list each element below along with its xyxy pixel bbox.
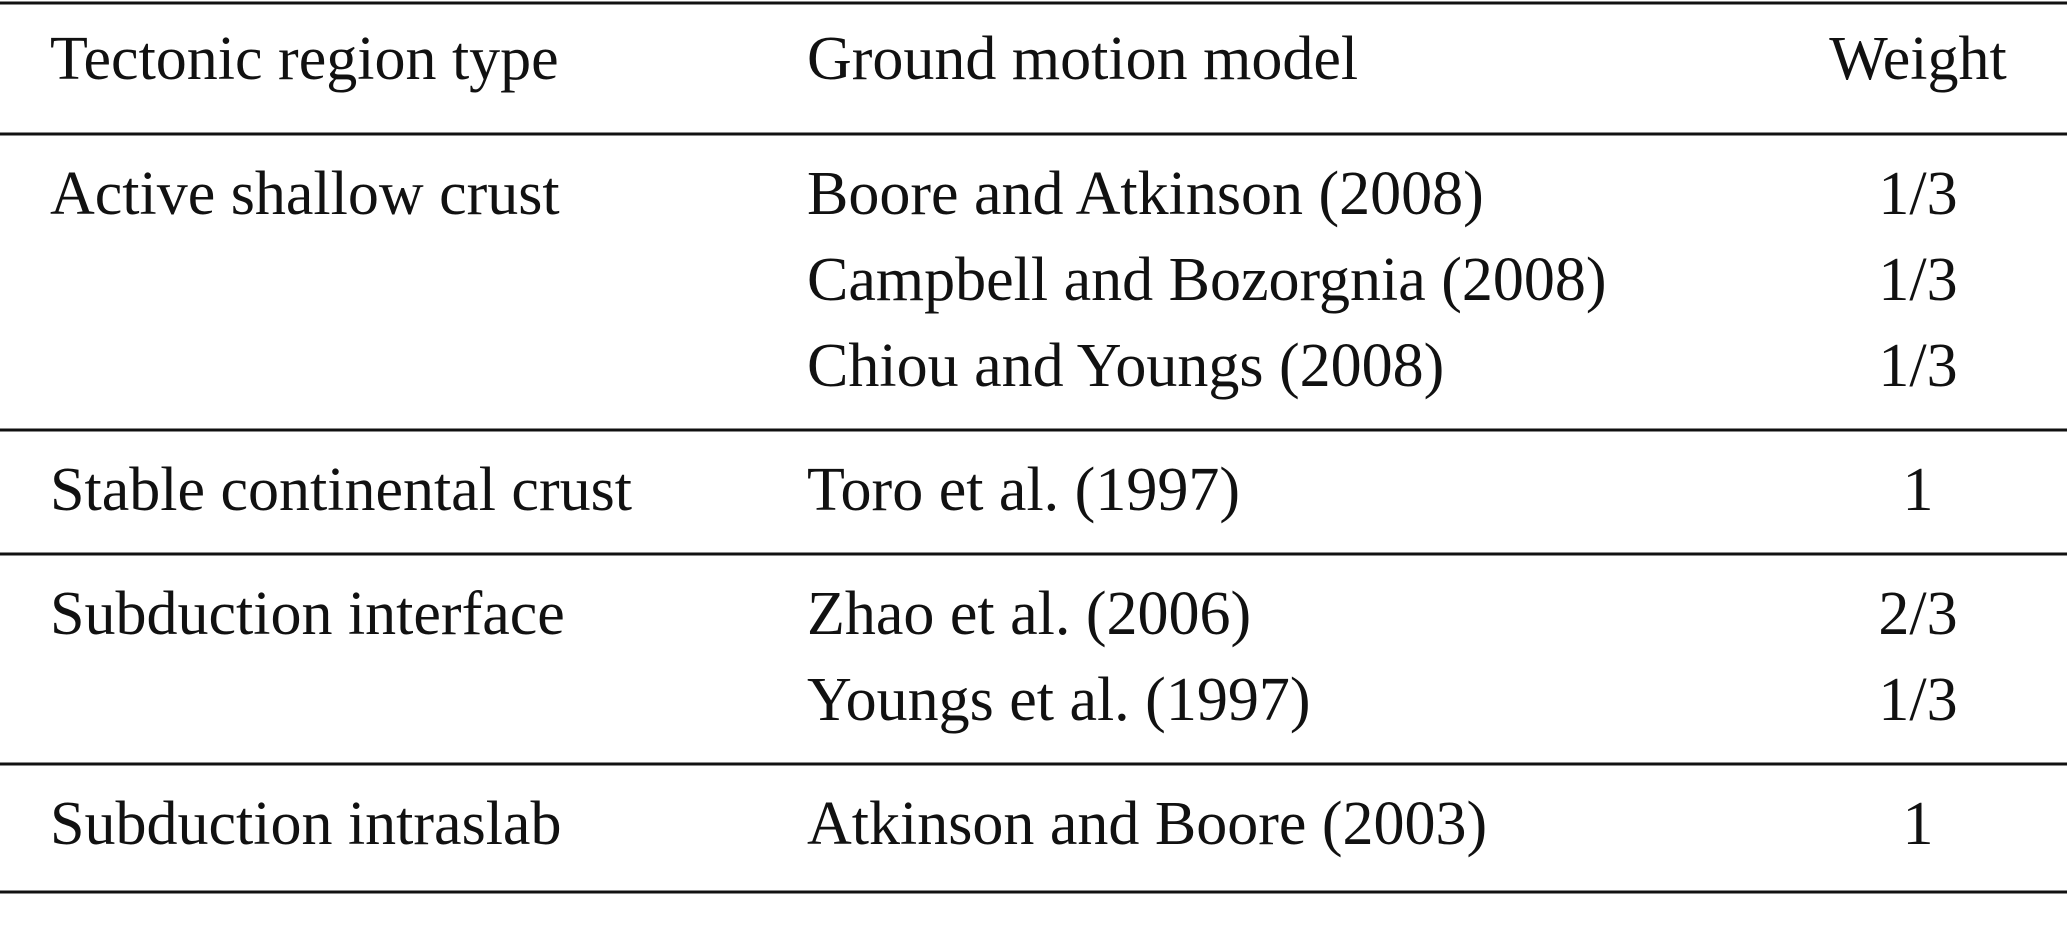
- header-cell: Weight: [1829, 25, 2007, 93]
- weight-cell: 1: [1903, 790, 1934, 858]
- weight-cell: 1/3: [1878, 246, 1957, 314]
- model-cell: Campbell and Bozorgnia (2008): [807, 246, 1607, 314]
- region-cell: Active shallow crust: [50, 160, 560, 228]
- model-cell: Youngs et al. (1997): [807, 666, 1310, 734]
- weight-cell: 2/3: [1878, 580, 1957, 648]
- region-cell: Subduction intraslab: [50, 790, 561, 858]
- model-cell: Boore and Atkinson (2008): [807, 160, 1484, 228]
- header-cell: Ground motion model: [807, 25, 1358, 93]
- model-cell: Atkinson and Boore (2003): [807, 790, 1487, 858]
- weight-cell: 1/3: [1878, 160, 1957, 228]
- region-cell: Stable continental crust: [50, 456, 632, 524]
- region-cell: Subduction interface: [50, 580, 565, 648]
- weight-cell: 1: [1903, 456, 1934, 524]
- weight-cell: 1/3: [1878, 332, 1957, 400]
- weight-cell: 1/3: [1878, 666, 1957, 734]
- model-cell: Zhao et al. (2006): [807, 580, 1251, 648]
- model-cell: Toro et al. (1997): [807, 456, 1240, 524]
- model-cell: Chiou and Youngs (2008): [807, 332, 1444, 400]
- header-cell: Tectonic region type: [50, 25, 559, 93]
